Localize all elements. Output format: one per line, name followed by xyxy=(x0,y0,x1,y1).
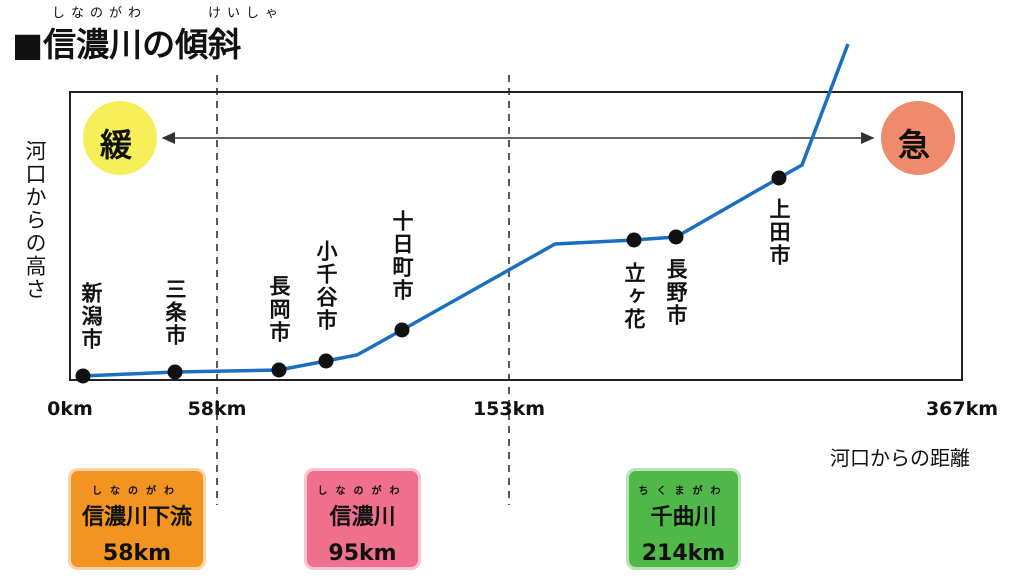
section-name: 信濃川下流 xyxy=(81,505,192,530)
ruby: しなのがわ xyxy=(92,486,182,497)
y-axis-label: 河口からの高さ xyxy=(23,140,47,301)
section-length: 58km xyxy=(102,541,172,566)
frame xyxy=(69,91,963,381)
city: 小千谷市 xyxy=(314,240,338,332)
city: 長野市 xyxy=(664,258,688,327)
x-axis-label: 河口からの距離 xyxy=(830,446,970,470)
gentle-circle xyxy=(83,101,157,175)
section-name: 千曲川 xyxy=(650,505,717,530)
section-length: 214km xyxy=(641,541,726,566)
ruby: けいしゃ xyxy=(208,6,285,21)
section-badge: ちくまがわ 千曲川 214km xyxy=(626,468,741,570)
steep-label: 急 xyxy=(898,126,931,164)
gentle-label: 緩 xyxy=(100,126,133,164)
title: ■信濃川の傾斜 xyxy=(12,25,242,64)
ruby: ちくまがわ xyxy=(638,486,729,497)
city: 十日町市 xyxy=(390,210,414,302)
city-dots xyxy=(75,170,787,384)
city: 長岡市 xyxy=(267,275,291,344)
steep-circle xyxy=(881,101,955,175)
city: 三条市 xyxy=(163,278,187,347)
ruby: しなのがわ xyxy=(52,6,148,21)
x-tick-label: 153km xyxy=(472,398,546,420)
x-tick-label: 0km xyxy=(47,398,93,420)
section-length: 95km xyxy=(328,541,397,566)
x-tick-label: 367km xyxy=(925,398,999,420)
city: 新潟市 xyxy=(79,282,103,351)
section-name: 信濃川 xyxy=(329,505,396,530)
river-profile xyxy=(82,43,850,378)
section-badge: しなのがわ 信濃川下流 58km xyxy=(68,468,206,570)
x-tick-label: 58km xyxy=(187,398,247,420)
section-badge: しなのがわ 信濃川 95km xyxy=(304,468,421,570)
ruby: しなのがわ xyxy=(317,486,408,497)
city: 立ヶ花 xyxy=(622,262,646,331)
city: 上田市 xyxy=(767,198,791,267)
